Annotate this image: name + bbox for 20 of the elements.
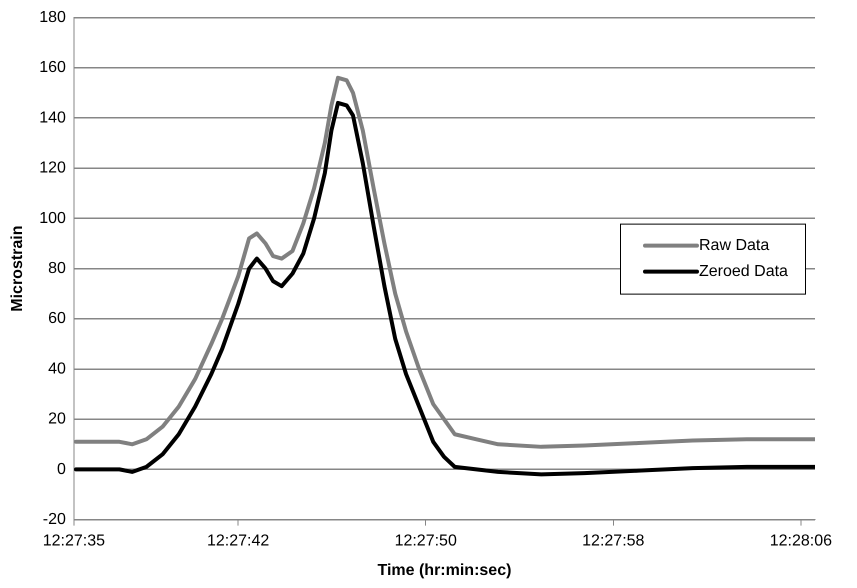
y-tick-label: -20 (42, 511, 66, 528)
y-axis-title: Microstrain (9, 225, 26, 312)
y-tick-label: 100 (39, 210, 66, 227)
x-axis-title: Time (hr:min:sec) (377, 562, 512, 579)
y-tick-label: 180 (39, 9, 66, 26)
x-tick-label: 12:27:35 (42, 532, 106, 550)
x-tick-label: 12:28:06 (770, 532, 832, 550)
y-tick-label: 140 (39, 109, 66, 126)
y-tick-label: 20 (48, 410, 66, 428)
legend-label: Zeroed Data (699, 263, 788, 280)
y-tick-label: 80 (48, 260, 66, 278)
y-tick-label: 0 (56, 460, 66, 478)
x-tick-label: 12:27:58 (582, 532, 645, 550)
legend-label: Raw Data (699, 237, 770, 254)
y-tick-label: 40 (48, 360, 66, 378)
y-tick-label: 120 (39, 160, 66, 177)
y-tick-label: 160 (39, 59, 66, 76)
y-tick-label: 60 (48, 310, 66, 328)
x-tick-label: 12:27:50 (394, 532, 457, 550)
x-tick-label: 12:27:42 (206, 532, 270, 550)
